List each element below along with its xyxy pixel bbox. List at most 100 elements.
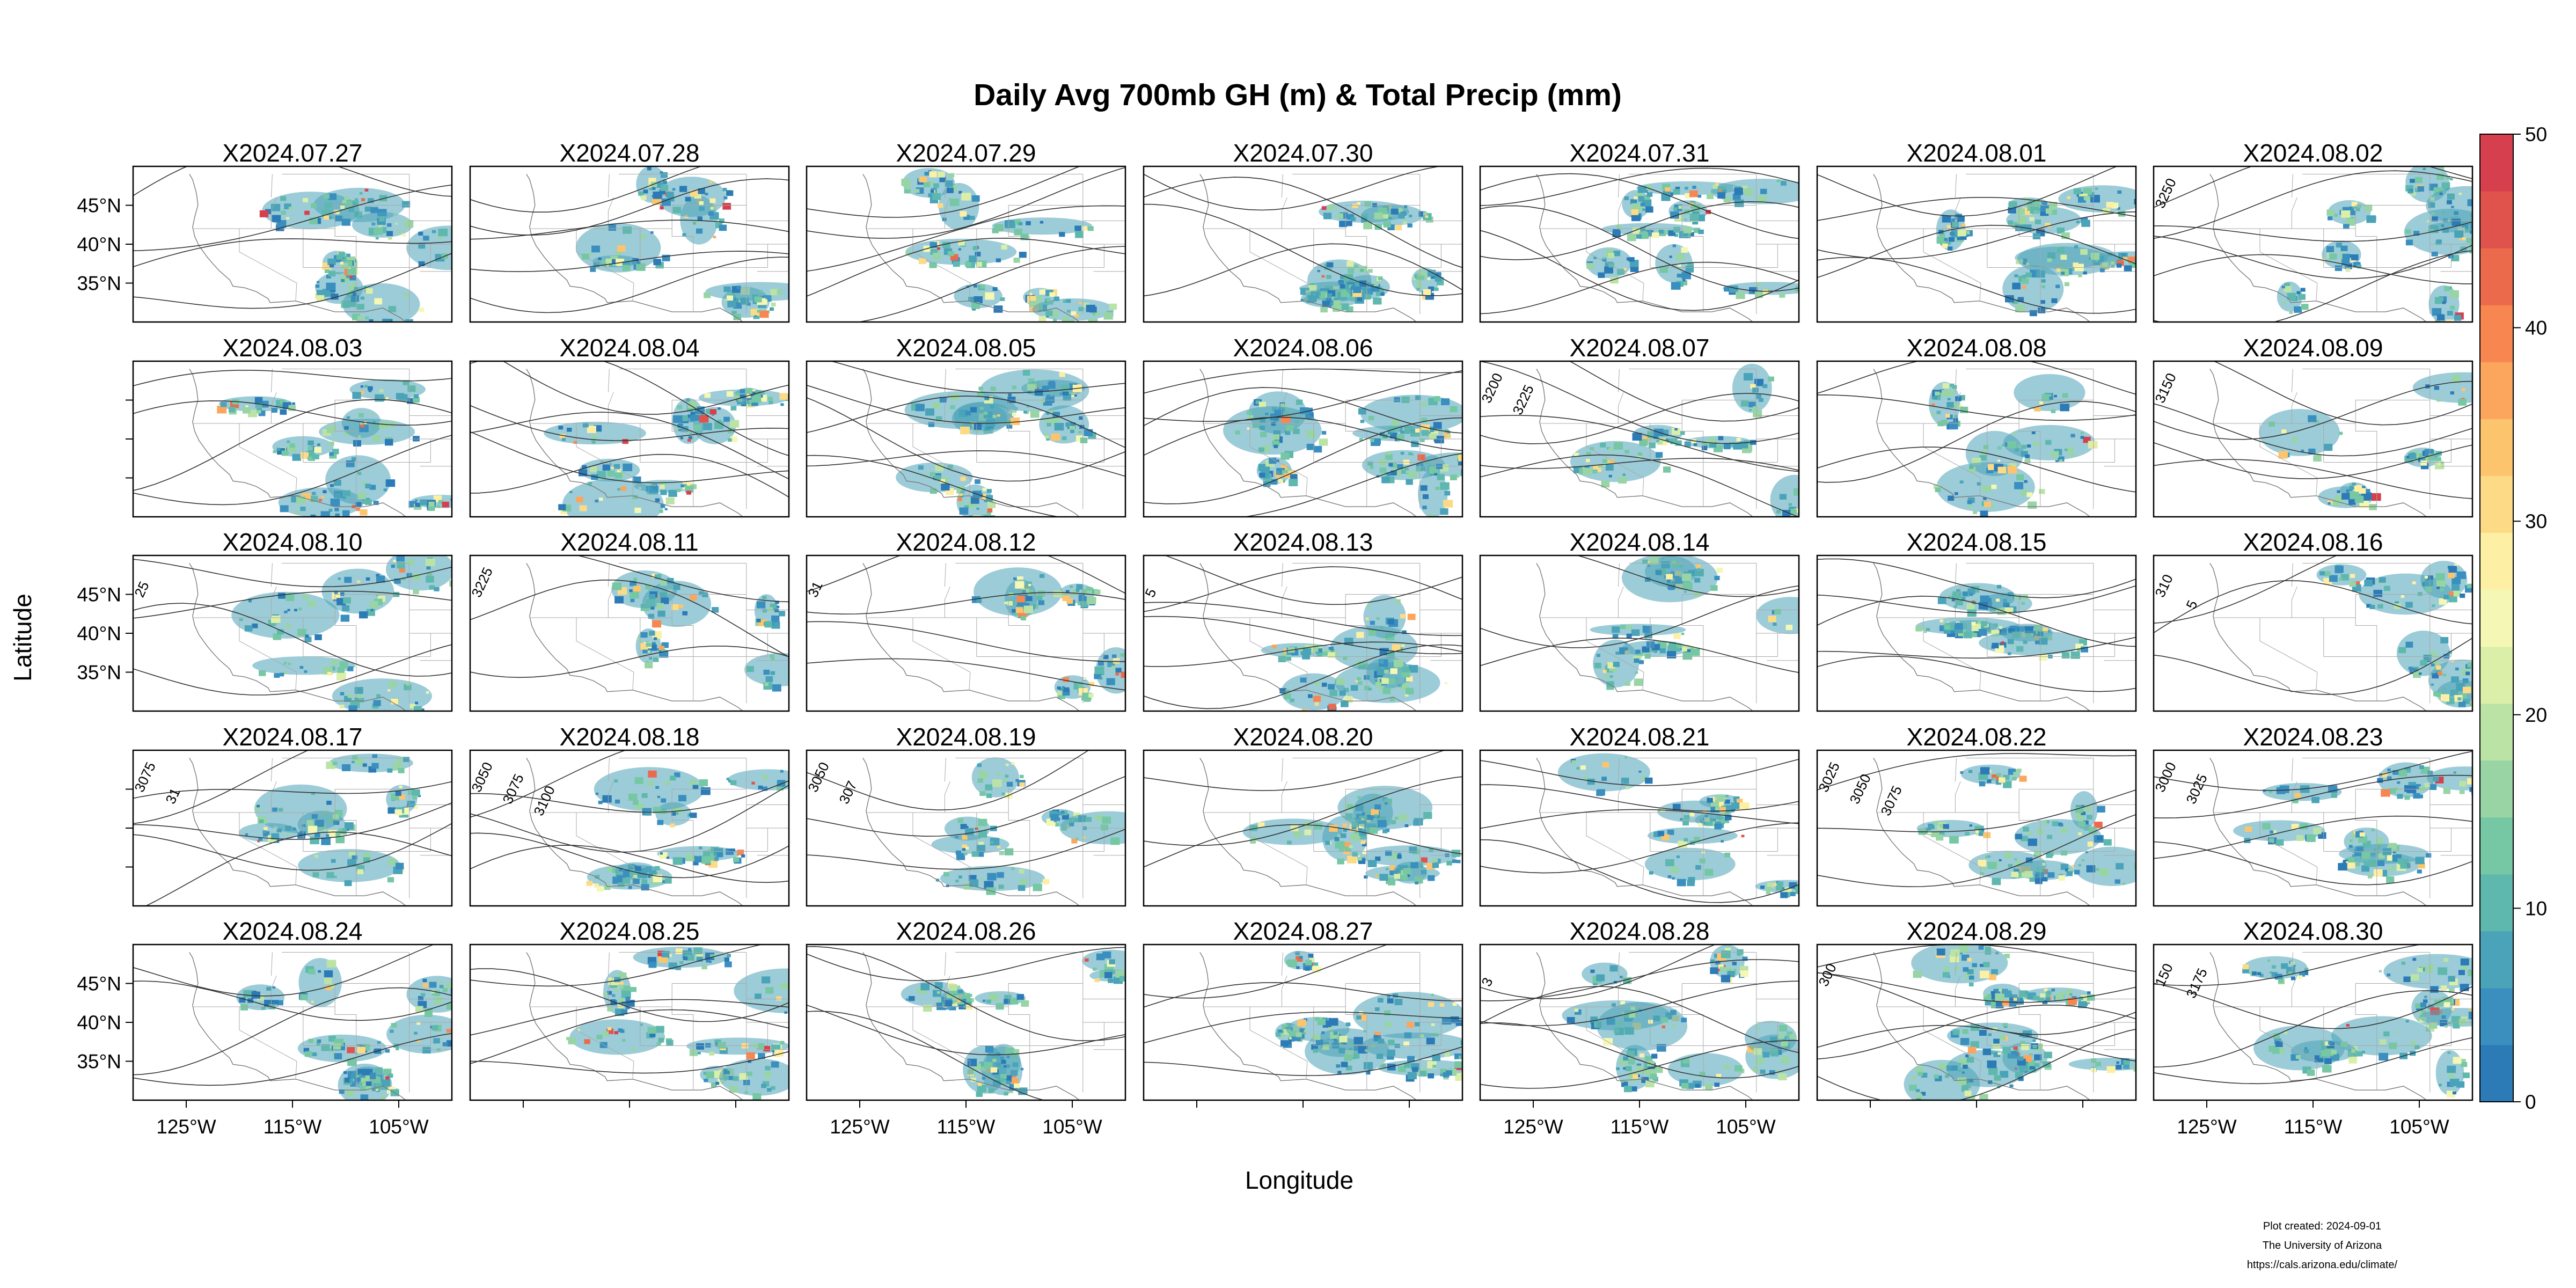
precip-cell (1943, 824, 1949, 829)
precip-cell (1067, 310, 1071, 313)
precip-cell (2028, 838, 2037, 846)
precip-cell (2074, 245, 2079, 248)
precip-cell (591, 474, 598, 480)
precip-cell (709, 409, 717, 415)
state-boundary (1345, 400, 1367, 507)
precip-cell (287, 609, 290, 611)
precip-cell (2420, 463, 2429, 470)
precip-cell (731, 848, 735, 852)
precip-cell (289, 443, 295, 448)
precip-cell (1035, 389, 1043, 396)
precip-cell (1630, 265, 1639, 272)
precip-cell (1795, 886, 1799, 894)
precip-cell (1613, 662, 1620, 667)
precip-cell (1574, 452, 1579, 457)
precip-cell (1039, 289, 1046, 295)
precip-cell (2016, 861, 2022, 866)
precip-cell (969, 255, 977, 262)
precip-cell (1361, 287, 1367, 292)
precip-cell (2027, 444, 2031, 448)
precip-cell (1967, 500, 1972, 504)
precip-cell (1753, 409, 1762, 418)
precip-cell (2435, 573, 2445, 581)
precip-cell (702, 423, 712, 430)
precip-cell (582, 422, 589, 428)
precip-cell (1948, 390, 1955, 396)
precip-cell (2058, 456, 2065, 462)
coastline (526, 174, 744, 322)
precip-cell (1677, 644, 1682, 648)
precip-cell (1062, 595, 1070, 602)
precip-cell (2461, 693, 2467, 699)
precip-cell (365, 577, 370, 581)
precip-cell (360, 391, 364, 394)
precip-cell (2439, 192, 2443, 195)
precip-cell (2281, 286, 2285, 289)
precip-cell (2081, 811, 2086, 815)
precip-cell (654, 866, 660, 870)
precip-cell (992, 779, 1002, 787)
precip-cell (1646, 641, 1655, 648)
precip-cell (1724, 799, 1730, 804)
gh-contour (807, 397, 1125, 482)
precip-cell (1137, 961, 1143, 965)
precip-cell (2413, 231, 2420, 236)
precip-cell (2007, 466, 2017, 474)
precip-area (1979, 630, 2086, 655)
precip-cell (1247, 411, 1252, 415)
precip-cell (1672, 244, 1677, 247)
precip-cell (1379, 289, 1384, 292)
precip-cell (2122, 253, 2126, 257)
precip-cell (1758, 398, 1763, 402)
precip-cell (1693, 443, 1697, 446)
state-boundary (334, 400, 357, 507)
precip-cell (647, 781, 654, 786)
precip-cell (2419, 672, 2422, 675)
precip-cell (357, 869, 364, 874)
precip-cell (2077, 648, 2081, 652)
precip-cell (340, 614, 350, 622)
precip-cell (733, 313, 742, 320)
precip-cell (966, 285, 969, 288)
coastline (189, 952, 407, 1100)
precip-cell (780, 983, 789, 990)
precip-cell (2036, 829, 2044, 835)
precip-cell (1341, 700, 1349, 707)
gh-contour (133, 750, 310, 824)
precip-cell (2037, 867, 2044, 873)
precip-cell (1306, 430, 1316, 438)
precip-cell (463, 1025, 465, 1027)
precip-cell (2387, 776, 2392, 780)
precip-cell (959, 493, 963, 496)
precip-cell (1343, 656, 1348, 660)
precip-cell (2047, 872, 2055, 878)
precip-cell (925, 408, 934, 416)
precip-cell (1682, 652, 1693, 660)
precip-cell (676, 427, 679, 430)
precip-cell (739, 1073, 748, 1080)
gh-contour (133, 559, 452, 588)
precip-cell (661, 951, 670, 957)
precip-cell (676, 488, 681, 492)
precip-cell (939, 177, 946, 182)
precip-cell (280, 672, 284, 677)
precip-cell (2357, 265, 2362, 269)
precip-cell (1676, 855, 1680, 858)
precip-cell (2029, 310, 2037, 317)
precip-cell (1956, 589, 1960, 592)
precip-cell (1283, 411, 1290, 416)
precip-cell (2007, 639, 2014, 645)
precip-cell (2373, 869, 2383, 877)
precip-cell (661, 880, 665, 883)
precip-cell (1768, 376, 1774, 382)
precip-cell (299, 831, 306, 836)
precip-cell (1235, 430, 1240, 435)
precip-cell (407, 801, 415, 807)
precip-cell (358, 435, 361, 438)
precip-cell (672, 207, 682, 214)
precip-cell (632, 1047, 636, 1051)
y-tick-label: 45°N (77, 584, 121, 606)
precip-cell (1410, 862, 1418, 868)
coastline (862, 563, 1080, 711)
